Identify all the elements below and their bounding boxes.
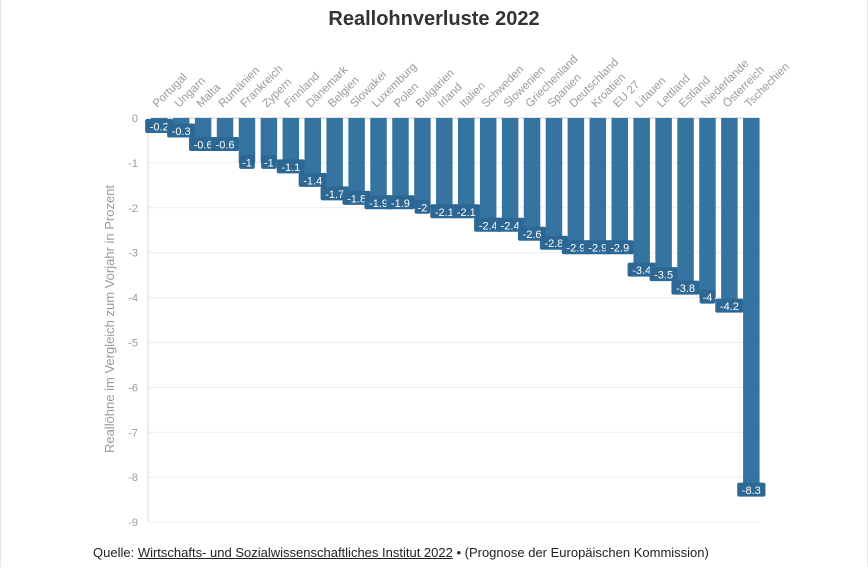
data-label: -2.9 (610, 243, 629, 255)
y-tick-label: -3 (128, 248, 138, 260)
data-label-bg (671, 280, 700, 295)
y-tick-label: -1 (128, 158, 138, 170)
data-label: -0.2 (150, 121, 169, 133)
bar (699, 118, 716, 298)
bar (655, 118, 672, 276)
data-label: -4 (703, 292, 713, 304)
data-label-bg (583, 240, 612, 255)
data-label-bg (414, 199, 431, 214)
bar (523, 118, 541, 235)
bar (436, 118, 453, 213)
data-label: -1.9 (391, 198, 410, 210)
y-tick-label: -4 (128, 293, 138, 305)
data-label: -1 (242, 157, 252, 169)
bar (304, 118, 321, 181)
data-label-bg (298, 172, 327, 187)
chart-title: Reallohnverluste 2022 (328, 8, 540, 30)
data-label: -4.2 (720, 301, 739, 313)
source-note: (Prognose der Europäischen Kommission) (464, 545, 709, 560)
bar (414, 118, 431, 208)
bar (282, 118, 300, 168)
data-label-bg (167, 123, 196, 138)
bar (545, 118, 563, 244)
y-tick-label: -5 (128, 338, 138, 350)
bar (589, 118, 607, 249)
data-label: -2.4 (501, 220, 520, 232)
data-label: -3.4 (632, 265, 651, 277)
data-label: -3.8 (676, 283, 695, 295)
bar (348, 118, 365, 199)
bar (370, 118, 387, 204)
data-label: -0.3 (172, 126, 191, 138)
bar (567, 118, 585, 249)
data-label-bg (699, 289, 716, 304)
data-label-bg (342, 190, 371, 205)
data-label-bg (737, 482, 766, 497)
data-label: -2.1 (457, 207, 476, 219)
data-label-bg (627, 262, 656, 277)
data-label-bg (261, 154, 277, 169)
data-label-bg (605, 240, 634, 255)
data-label: -2.1 (435, 207, 454, 219)
data-label-bg (239, 154, 255, 169)
data-label-bg (474, 217, 503, 232)
data-label: -2.9 (588, 243, 607, 255)
bar (743, 118, 760, 491)
data-label-bg (539, 235, 569, 250)
data-label: -2.8 (544, 238, 563, 250)
bar (633, 118, 650, 271)
data-label-bg (210, 136, 240, 151)
y-tick-label: -8 (128, 472, 138, 484)
data-label-bg (276, 159, 305, 174)
y-axis-label: Reallöhne im Vergleich zum Vorjahr in Pr… (102, 185, 117, 453)
bar (501, 118, 519, 226)
y-tick-label: -6 (128, 382, 138, 394)
source-link[interactable]: Wirtschafts- und Sozialwissenschaftliche… (137, 545, 453, 560)
source-separator: • (452, 545, 465, 560)
data-label-bg (430, 204, 459, 219)
y-tick-label: 0 (132, 113, 138, 125)
data-label-bg (715, 298, 744, 313)
source-prefix: Quelle: (93, 545, 138, 560)
data-label-bg (364, 195, 393, 210)
data-label-bg (561, 240, 590, 255)
data-label: -3.5 (654, 270, 673, 282)
data-label-bg (145, 118, 174, 133)
data-label-bg (320, 186, 349, 201)
data-label: -0.6 (194, 139, 213, 151)
data-label: -2.4 (479, 220, 498, 232)
data-label: -1.8 (347, 193, 366, 205)
bar (458, 118, 475, 213)
data-label-bg (189, 136, 218, 151)
bar (611, 118, 628, 249)
bar (326, 118, 343, 195)
bar (238, 118, 256, 163)
data-label: -1.7 (325, 189, 344, 201)
data-label: -1.9 (369, 198, 388, 210)
bar (677, 118, 694, 289)
bar (392, 118, 409, 204)
bar (721, 118, 738, 307)
data-label-bg (452, 204, 481, 219)
y-tick-label: -7 (128, 427, 138, 439)
y-tick-label: -9 (128, 517, 138, 529)
data-label: -1.4 (303, 175, 322, 187)
data-label: -8.3 (742, 485, 761, 497)
data-label: -0.6 (216, 139, 235, 151)
data-label: -1 (264, 157, 274, 169)
data-label-bg (517, 226, 547, 241)
y-tick-label: -2 (128, 203, 138, 215)
data-label: -2.6 (523, 229, 542, 241)
data-label-bg (496, 217, 525, 232)
data-label: -2.9 (566, 243, 585, 255)
bar (260, 118, 278, 163)
data-label-bg (649, 267, 678, 282)
data-label: -1.1 (281, 162, 300, 174)
data-label-bg (386, 195, 415, 210)
source-line: Quelle: Wirtschafts- und Sozialwissensch… (93, 545, 709, 560)
bar (479, 118, 497, 226)
data-label: -2 (418, 202, 428, 214)
